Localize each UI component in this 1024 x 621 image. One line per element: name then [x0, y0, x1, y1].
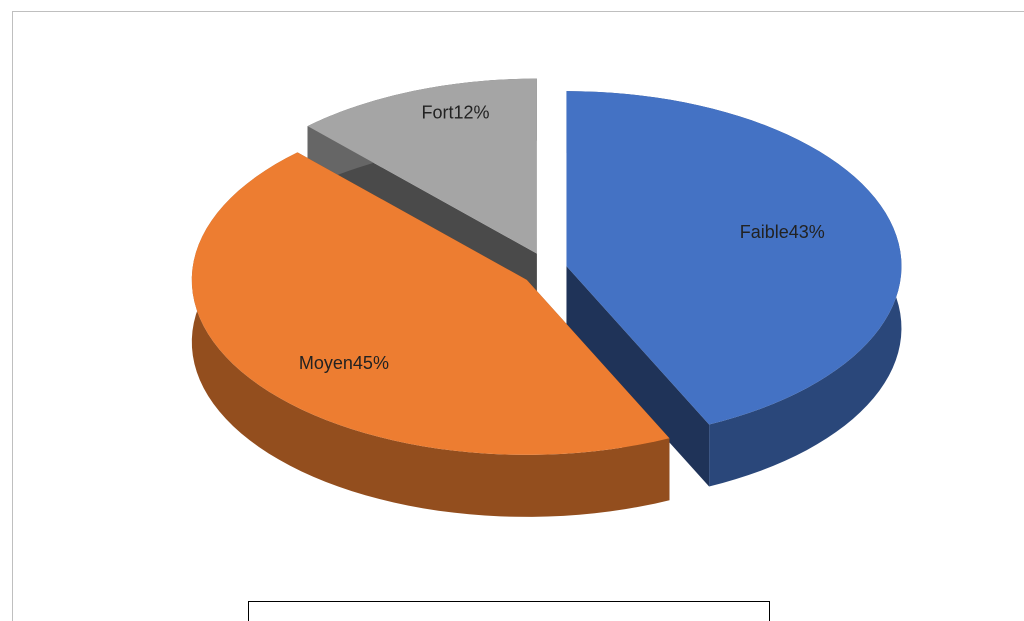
chart-frame [12, 11, 1024, 621]
slice [191, 152, 670, 455]
slice [307, 78, 537, 254]
pie [191, 78, 902, 517]
slice [566, 91, 902, 425]
data-label: Moyen45% [299, 353, 389, 373]
data-label: Fort12% [421, 102, 489, 122]
slice-cut-face [566, 266, 710, 487]
caption-box [248, 601, 770, 621]
slice-wall [191, 152, 670, 517]
data-label: Faible43% [740, 222, 825, 242]
